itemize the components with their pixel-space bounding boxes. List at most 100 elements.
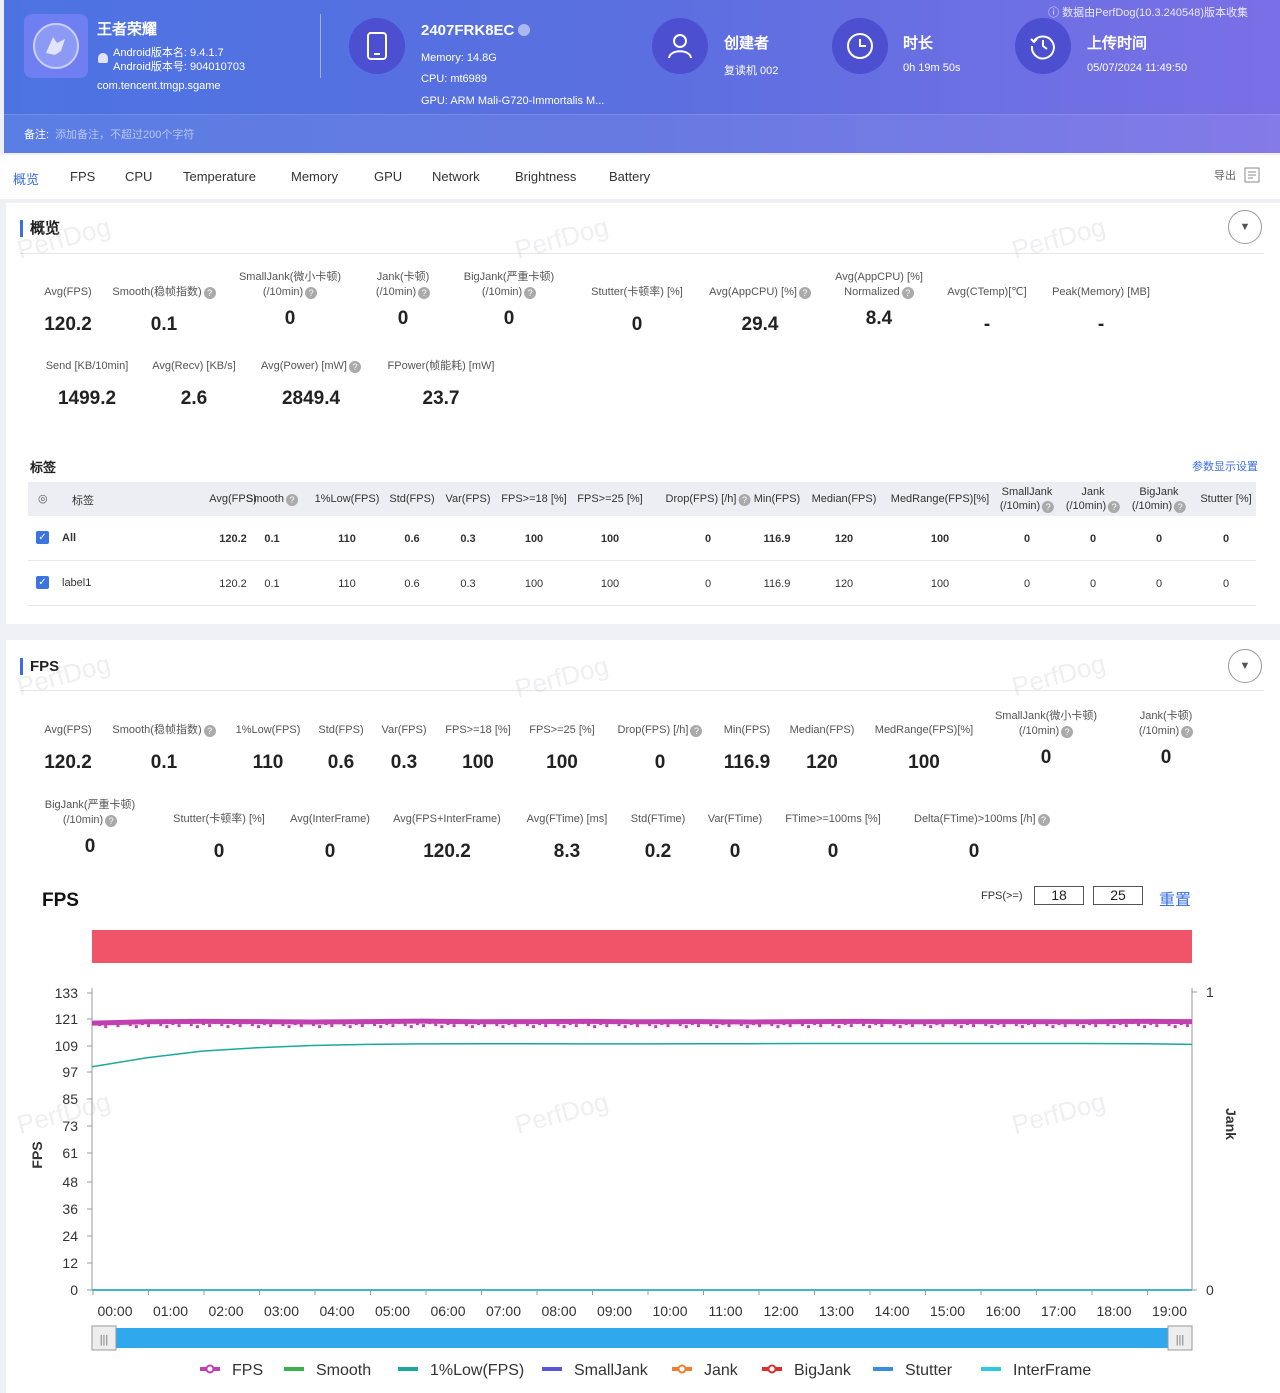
table-header-cell: FPS>=25 [%] [577,492,642,506]
x-tick-label: 17:00 [1041,1303,1076,1319]
stat-label-text: Avg(FPS+InterFrame) [393,813,501,825]
reset-button[interactable]: 重置 [1159,892,1192,909]
table-header-cell: MedRange(FPS)[%] [891,492,989,506]
tab-memory[interactable]: Memory [291,169,338,184]
stat-label: 1%Low(FPS) [208,723,328,738]
y-tick-label: 36 [62,1201,78,1217]
help-icon[interactable]: ? [1042,501,1055,513]
tab-cpu[interactable]: CPU [125,169,153,184]
fps-point [140,1022,144,1026]
fps-point [972,1024,975,1028]
fps-point [1179,1022,1183,1026]
row-checkbox[interactable]: ✓ [36,531,49,544]
fps-point [342,1023,346,1027]
fps-point [984,1023,988,1027]
legend-item[interactable]: BigJank [762,1362,852,1379]
fps-point [483,1024,487,1028]
tab-brightness[interactable]: Brightness [515,169,577,184]
tab-network[interactable]: Network [432,169,480,184]
help-icon[interactable]: ? [105,815,118,827]
fps-point [611,1021,615,1025]
stat-value: 120 [806,752,838,773]
help-icon[interactable]: ? [305,287,318,299]
legend-item[interactable]: Jank [672,1362,739,1379]
fps-point [92,1021,95,1025]
help-icon[interactable]: ? [690,725,703,737]
history-icon [1015,18,1071,74]
fps-point [580,1021,584,1025]
table-cell: 110 [338,578,356,590]
fps-point [507,1022,511,1026]
row-checkbox[interactable]: ✓ [36,576,49,589]
fps-point [733,1021,737,1025]
fps-point [776,1025,780,1029]
fps-point [825,1021,829,1025]
stat-label: BigJank(严重卡顿) [30,798,150,813]
legend-item[interactable]: SmallJank [542,1362,649,1379]
help-icon[interactable]: ? [1108,501,1121,513]
table-cell: 0 [1089,533,1097,545]
table-cell: 0 [704,578,712,590]
help-icon[interactable]: ? [203,725,216,737]
help-icon[interactable]: ? [798,287,811,299]
stat-label: Send [KB/10min] [27,359,147,374]
help-icon[interactable]: ? [524,287,537,299]
help-icon[interactable]: ? [738,494,751,506]
fps-point [1045,1023,1049,1027]
table-cell: 116.9 [763,533,791,545]
stat-label: MedRange(FPS)[%] [864,723,984,738]
export-button[interactable]: 导出 [1214,167,1260,183]
creator-label: 创建者 [724,35,770,52]
stat-label-text: Stutter(卡顿率) [%] [173,813,265,825]
stat-item: Delta(FTime)>100ms [/h]? 0 [914,812,1050,863]
stat-item: 1%Low(FPS) 110 [208,723,328,774]
fps-threshold-input-2[interactable]: 25 [1093,886,1143,905]
fps-point [495,1023,499,1027]
tab-gpu[interactable]: GPU [374,169,403,184]
fps-point [1063,1024,1067,1028]
table-header-text: Min(FPS) [753,493,801,505]
tab-overview[interactable]: 概览 [13,172,40,187]
fps-point [941,1024,945,1028]
collapse-toggle[interactable]: ▼ [1228,649,1262,683]
legend-item[interactable]: 1%Low(FPS) [398,1362,524,1379]
note-input[interactable]: 添加备注，不超过200个字符 [55,129,195,141]
stat-label-sub: (/10min)? [30,813,150,828]
range-slider[interactable] [92,1328,1192,1348]
param-settings-link[interactable]: 参数显示设置 [1192,461,1258,473]
legend-item[interactable]: Smooth [284,1362,371,1379]
tab-fps[interactable]: FPS [70,169,96,184]
fps-threshold-input-1[interactable]: 18 [1034,886,1084,905]
help-icon[interactable]: ? [1061,726,1074,738]
help-icon[interactable]: ? [348,361,361,373]
stat-value: 0.1 [150,314,178,335]
help-icon[interactable]: ? [1174,501,1187,513]
collapse-toggle[interactable]: ▼ [1228,210,1262,244]
help-icon[interactable]: ? [1037,814,1050,826]
tab-temperature[interactable]: Temperature [183,169,256,184]
tab-battery[interactable]: Battery [609,169,651,184]
help-icon[interactable]: ? [203,287,216,299]
help-icon[interactable]: ? [1181,726,1194,738]
table-header-cell: SmallJank (/10min)? [1000,485,1055,513]
help-icon[interactable]: ? [901,287,914,299]
legend-item[interactable]: FPS [200,1362,263,1379]
fps-point [183,1021,187,1025]
fps-point [159,1023,163,1027]
slider-handle[interactable] [1167,1325,1193,1351]
fps-point [709,1023,713,1027]
stat-value: 8.4 [865,308,893,329]
help-icon[interactable]: ? [418,287,431,299]
slider-handle[interactable] [91,1325,117,1351]
help-icon[interactable]: ? [285,494,298,506]
table-header-cell: Var(FPS) [445,492,490,506]
stat-item: Stutter(卡顿率) [%] 0 [577,285,697,336]
stat-value: 0 [1160,747,1172,768]
info-icon[interactable] [518,24,531,36]
visibility-icon[interactable]: ◎ [38,493,48,505]
stat-item: Jank(卡顿) (/10min)? 0 [343,270,463,330]
legend-item[interactable]: InterFrame [981,1362,1091,1379]
fps-point [134,1025,138,1029]
stat-value: - [983,314,991,335]
legend-item[interactable]: Stutter [873,1362,953,1379]
